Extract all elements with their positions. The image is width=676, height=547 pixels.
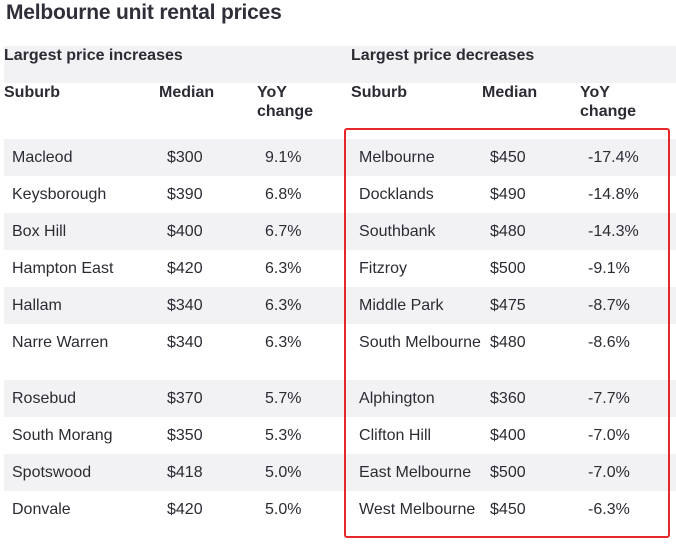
decrease-change: -7.0% (580, 454, 676, 491)
increase-median: $420 (167, 501, 203, 518)
decrease-suburb: Southbank (351, 213, 483, 250)
increase-suburb: Box Hill (4, 213, 159, 250)
table-row: Keysborough $390 6.8% Docklands $490 -14… (4, 176, 676, 213)
decrease-suburb: Alphington (351, 380, 483, 417)
decrease-change: -8.7% (580, 287, 676, 324)
table-row: Narre Warren $340 6.3% South Melbourne $… (4, 324, 676, 380)
table-row: Donvale $420 5.0% West Melbourne $450 -6… (4, 491, 676, 547)
decrease-suburb: Middle Park (351, 287, 483, 324)
increase-change: 5.7% (257, 380, 352, 417)
table-row: Spotswood $418 5.0% East Melbourne $500 … (4, 454, 676, 491)
increase-change: 6.3% (265, 334, 302, 351)
increase-change: 6.3% (265, 260, 302, 277)
increases-col-change: YoY change (257, 83, 352, 139)
increases-heading: Largest price increases (4, 46, 352, 83)
decrease-median: $500 (482, 454, 581, 491)
increase-change: 6.3% (257, 287, 352, 324)
decreases-col-change: YoY change (580, 83, 676, 139)
increase-suburb: Donvale (12, 501, 71, 518)
increase-median: $390 (167, 186, 203, 203)
increase-median: $420 (167, 260, 203, 277)
decrease-median: $450 (490, 501, 526, 518)
increase-change: 5.0% (257, 454, 352, 491)
increase-suburb: Hallam (4, 287, 159, 324)
increase-median: $370 (159, 380, 257, 417)
decreases-col-median: Median (482, 83, 581, 139)
decrease-median: $400 (490, 427, 526, 444)
increase-median: $300 (159, 139, 257, 176)
decrease-change: -9.1% (588, 260, 630, 277)
increase-suburb: Macleod (4, 139, 159, 176)
table-row: Macleod $300 9.1% Melbourne $450 -17.4% (4, 139, 676, 176)
increases-col-suburb: Suburb (4, 83, 159, 139)
decrease-median: $490 (490, 186, 526, 203)
decrease-median: $500 (490, 260, 526, 277)
increase-change: 5.0% (265, 501, 302, 518)
decrease-suburb: West Melbourne (359, 501, 476, 518)
increases-col-median: Median (159, 83, 257, 139)
increase-median: $340 (159, 287, 257, 324)
decrease-suburb: Docklands (359, 186, 434, 203)
increase-change: 6.8% (265, 186, 302, 203)
increase-median: $350 (167, 427, 203, 444)
table-row: Box Hill $400 6.7% Southbank $480 -14.3% (4, 213, 676, 250)
decrease-median: $475 (482, 287, 581, 324)
decreases-heading: Largest price decreases (351, 46, 676, 83)
decrease-suburb: South Melbourne (359, 334, 481, 351)
decrease-change: -7.0% (588, 427, 630, 444)
table-body: Macleod $300 9.1% Melbourne $450 -17.4% … (4, 139, 676, 547)
decreases-col-suburb: Suburb (351, 83, 483, 139)
increase-change: 6.7% (257, 213, 352, 250)
increase-suburb: Spotswood (4, 454, 159, 491)
table-row: Hampton East $420 6.3% Fitzroy $500 -9.1… (4, 250, 676, 287)
table-row: Rosebud $370 5.7% Alphington $360 -7.7% (4, 380, 676, 417)
decrease-median: $480 (490, 334, 526, 351)
decrease-suburb: Fitzroy (359, 260, 408, 277)
rental-prices-table: Largest price increases Largest price de… (4, 46, 676, 547)
increase-change: 9.1% (257, 139, 352, 176)
increase-suburb: South Morang (12, 427, 113, 444)
decrease-median: $450 (482, 139, 581, 176)
decrease-change: -8.6% (588, 334, 630, 351)
increase-change: 5.3% (265, 427, 302, 444)
decrease-change: -6.3% (588, 501, 630, 518)
decrease-change: -14.8% (588, 186, 639, 203)
decrease-suburb: Melbourne (351, 139, 483, 176)
table-row: Hallam $340 6.3% Middle Park $475 -8.7% (4, 287, 676, 324)
decrease-change: -14.3% (580, 213, 676, 250)
decrease-suburb: Clifton Hill (359, 427, 432, 444)
increase-median: $400 (159, 213, 257, 250)
increase-suburb: Hampton East (12, 260, 114, 277)
increase-suburb: Narre Warren (12, 334, 109, 351)
decrease-change: -17.4% (580, 139, 676, 176)
increase-median: $340 (167, 334, 203, 351)
decrease-median: $360 (482, 380, 581, 417)
decrease-change: -7.7% (580, 380, 676, 417)
table-row: South Morang $350 5.3% Clifton Hill $400… (4, 417, 676, 454)
page-title: Melbourne unit rental prices (6, 1, 282, 24)
increase-median: $418 (159, 454, 257, 491)
decrease-suburb: East Melbourne (351, 454, 483, 491)
increase-suburb: Rosebud (4, 380, 159, 417)
increase-suburb: Keysborough (12, 186, 107, 203)
decrease-median: $480 (482, 213, 581, 250)
